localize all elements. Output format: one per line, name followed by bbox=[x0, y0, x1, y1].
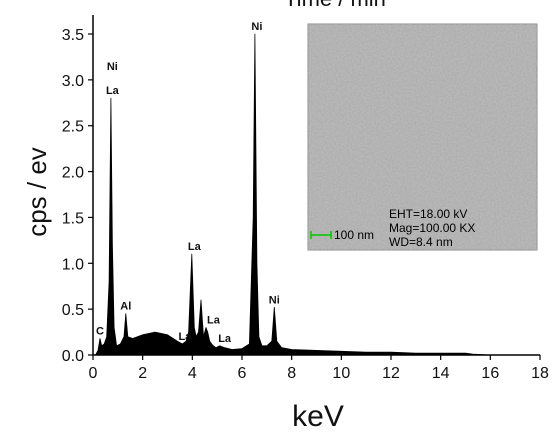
peak-label: La bbox=[188, 241, 202, 253]
top-title-partial: Time / min bbox=[284, 0, 386, 11]
x-tick-label: 18 bbox=[531, 365, 549, 382]
inset-info-eht: EHT=18.00 kV bbox=[389, 207, 467, 221]
y-tick-label: 2.0 bbox=[62, 165, 84, 182]
scale-bar-label: 100 nm bbox=[334, 228, 374, 242]
sem-inset: 100 nm EHT=18.00 kV Mag=100.00 KX WD=8.4… bbox=[307, 23, 538, 251]
x-tick-label: 0 bbox=[89, 365, 98, 382]
x-axis-title: keV bbox=[292, 400, 344, 432]
peak-label: C bbox=[96, 325, 104, 337]
y-tick-label: 0.0 bbox=[62, 348, 84, 365]
x-tick-label: 12 bbox=[382, 365, 400, 382]
peak-label: Ni bbox=[107, 61, 118, 73]
y-tick-label: 2.5 bbox=[62, 119, 84, 136]
x-tick-label: 6 bbox=[238, 365, 247, 382]
x-tick-label: 16 bbox=[481, 365, 499, 382]
y-axis-title: cps / ev bbox=[22, 147, 52, 237]
peak-label: Ni bbox=[269, 294, 280, 306]
x-tick-label: 4 bbox=[188, 365, 197, 382]
x-tick-label: 14 bbox=[432, 365, 450, 382]
y-tick-label: 3.5 bbox=[62, 27, 84, 44]
peak-label: Ni bbox=[251, 21, 262, 33]
peak-label: Al bbox=[120, 301, 131, 313]
x-tick-label: 8 bbox=[287, 365, 296, 382]
y-tick-label: 1.0 bbox=[62, 256, 84, 273]
x-tick-label: 10 bbox=[332, 365, 350, 382]
inset-info-mag: Mag=100.00 KX bbox=[389, 221, 475, 235]
peak-label: La bbox=[178, 331, 192, 343]
sem-image-texture bbox=[308, 24, 537, 250]
y-tick-label: 1.5 bbox=[62, 210, 84, 227]
y-tick-label: 0.5 bbox=[62, 302, 84, 319]
peak-label: La bbox=[207, 314, 221, 326]
inset-info-wd: WD=8.4 nm bbox=[389, 235, 453, 249]
y-tick-label: 3.0 bbox=[62, 73, 84, 90]
spectrum-area bbox=[95, 33, 541, 356]
peak-label: La bbox=[106, 85, 120, 97]
peak-label: La bbox=[218, 333, 232, 345]
x-tick-label: 2 bbox=[138, 365, 147, 382]
